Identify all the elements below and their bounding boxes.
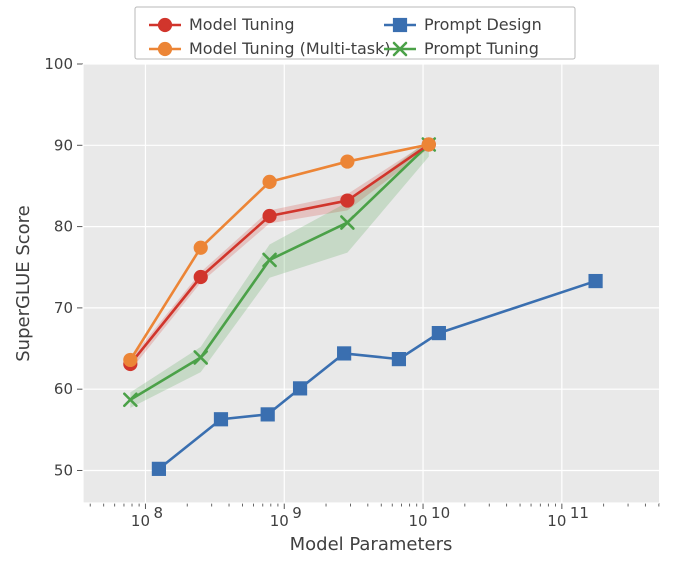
svg-text:10: 10	[547, 512, 566, 530]
svg-text:10: 10	[270, 512, 289, 530]
y-tick-label: 70	[54, 299, 73, 317]
chart-root: 506070809010010810910101011Model Paramet…	[0, 0, 693, 564]
y-tick-label: 100	[44, 55, 73, 73]
line-chart: 506070809010010810910101011Model Paramet…	[0, 0, 693, 564]
y-tick-label: 90	[54, 136, 73, 154]
legend-label: Model Tuning (Multi-task)	[189, 39, 391, 58]
svg-text:9: 9	[292, 504, 302, 522]
svg-text:8: 8	[153, 504, 163, 522]
legend-label: Prompt Tuning	[424, 39, 539, 58]
legend-label: Model Tuning	[189, 15, 295, 34]
legend: Model Tuning Model Tuning (Multi-task) Pro…	[135, 7, 575, 59]
y-tick-label: 50	[54, 461, 73, 479]
svg-text:10: 10	[131, 512, 150, 530]
y-axis-title: SuperGLUE Score	[13, 205, 34, 362]
plot-area	[83, 64, 659, 503]
svg-text:10: 10	[431, 504, 450, 522]
y-tick-label: 80	[54, 218, 73, 236]
legend-label: Prompt Design	[424, 15, 542, 34]
svg-text:11: 11	[570, 504, 589, 522]
svg-text:10: 10	[409, 512, 428, 530]
x-axis-title: Model Parameters	[290, 534, 453, 555]
y-tick-label: 60	[54, 380, 73, 398]
